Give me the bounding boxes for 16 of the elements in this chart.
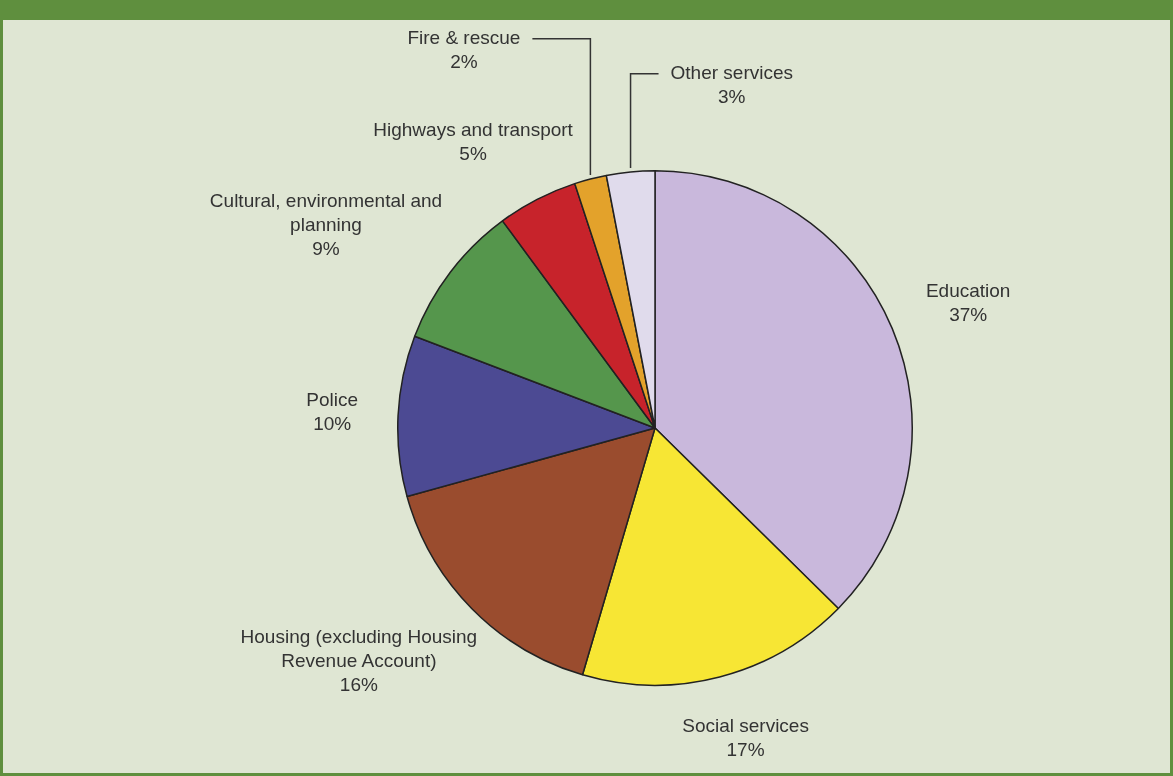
data-label: 3%: [718, 85, 746, 107]
data-label: 9%: [312, 238, 340, 260]
data-label: 10%: [313, 412, 352, 434]
data-label: 16%: [339, 674, 378, 695]
slice-label: Other services: [670, 61, 794, 83]
slice-label: Fire & rescue: [407, 26, 521, 48]
data-label: 17%: [726, 739, 765, 761]
slice-label: Cultural, environmental and planning: [209, 190, 443, 236]
data-label: 37%: [949, 304, 988, 326]
slice-label: Social services: [682, 715, 809, 737]
slice-label: Education: [925, 280, 1011, 302]
slice-label: Police: [306, 388, 359, 410]
slice-label: Housing (excluding Housing Revenue Account): [240, 626, 478, 671]
data-label: 2%: [450, 50, 478, 72]
data-label: 5%: [459, 142, 487, 164]
slice-label: Highways and transport: [373, 118, 574, 140]
